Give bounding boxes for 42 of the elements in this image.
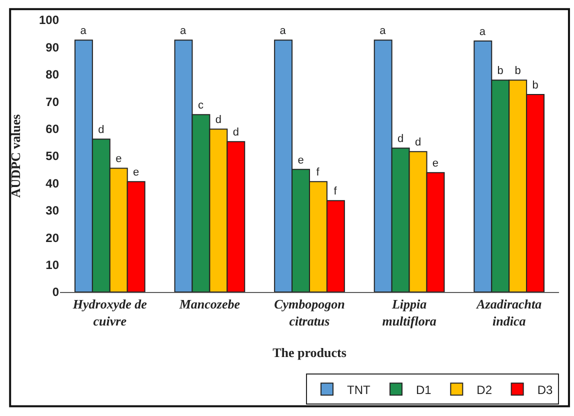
data-label: a [380,25,387,38]
data-label: a [280,25,287,38]
x-tick-label: Azadirachta indica [476,296,542,328]
y-tick-label: 60 [46,122,60,136]
y-tick-label: 70 [46,94,60,109]
y-tick-label: 40 [46,176,60,190]
legend-label: D2 [476,382,492,397]
data-label: e [432,158,439,170]
data-label: e [116,153,122,166]
legend-label: D1 [416,382,432,397]
data-label: d [398,133,404,146]
x-tick-label: Mancozebe [178,296,240,312]
data-label: a [80,25,88,38]
y-tick-label: 50 [46,149,60,164]
data-label: b [514,65,521,78]
y-tick-label: 20 [46,230,60,245]
legend-label: D3 [537,382,553,397]
data-label: e [298,154,304,166]
y-tick-label: 0 [52,285,60,300]
x-tick-label: Lippia multiflora [382,296,437,328]
data-label: a [180,25,187,38]
y-tick-label: 30 [46,204,60,218]
data-label: e [133,166,140,179]
legend-label: TNT [347,382,371,397]
x-tick-label: Hydroxyde de cuivre [72,296,148,328]
y-tick-label: 90 [46,40,60,54]
data-label: d [232,126,239,139]
y-axis-title: AUDPC values [8,114,23,198]
data-label: d [414,136,422,149]
data-label: b [532,80,538,92]
y-tick-label: 100 [38,13,60,28]
data-label: c [198,100,204,112]
x-tick-label: Cymbopogon citratus [274,296,345,328]
data-label: d [215,114,222,126]
data-label: f [334,186,338,198]
data-label: b [497,65,504,78]
y-tick-label: 10 [46,258,60,272]
y-tick-label: 80 [46,68,60,82]
data-label: f [316,166,320,179]
data-label: a [479,26,486,38]
x-axis-title: The products [272,345,346,360]
data-label: d [98,124,104,136]
